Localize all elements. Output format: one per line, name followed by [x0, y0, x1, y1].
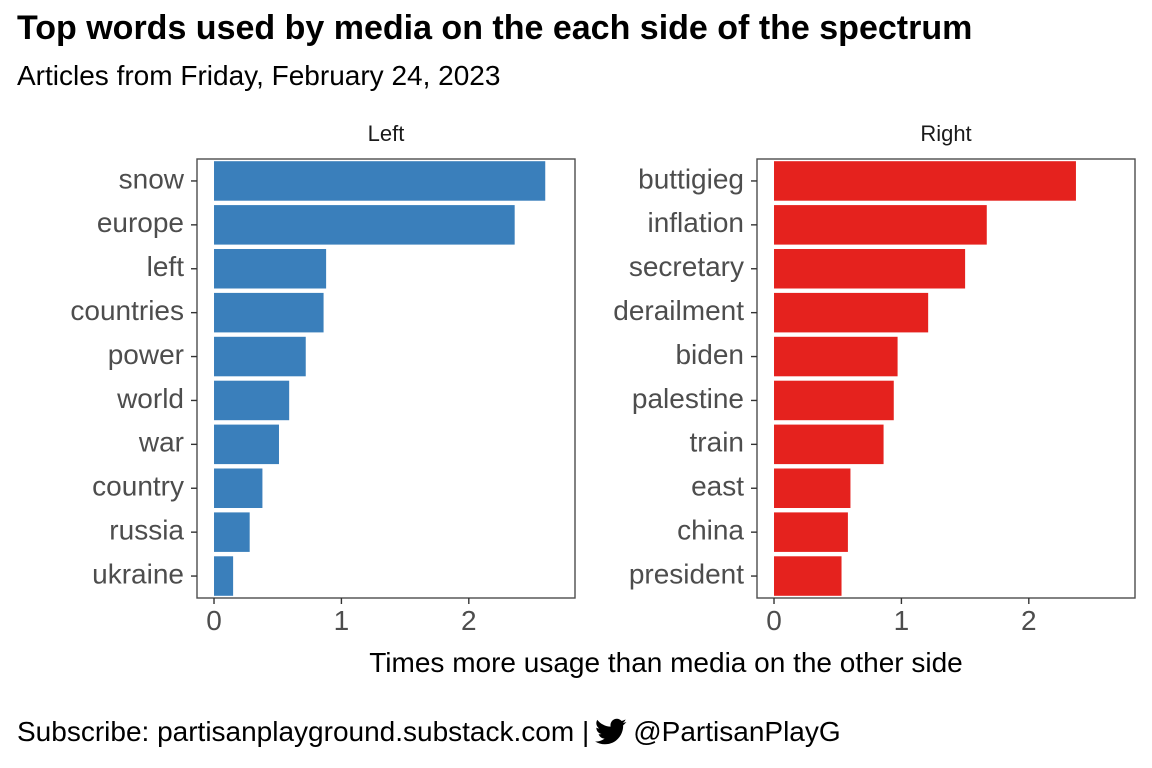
bar-country: [214, 468, 263, 509]
bar-palestine: [774, 380, 894, 421]
bar-east: [774, 468, 851, 509]
bar-snow: [214, 161, 546, 201]
bar-russia: [214, 512, 250, 552]
x-tick-label: 0: [206, 605, 222, 636]
y-tick-label: war: [138, 427, 184, 458]
x-tick-label: 2: [1021, 605, 1037, 636]
x-tick-label: 1: [334, 605, 350, 636]
y-tick-label: secretary: [629, 251, 744, 282]
caption: Subscribe: partisanplayground.substack.c…: [17, 716, 841, 748]
bar-train: [774, 424, 884, 465]
twitter-handle: @PartisanPlayG: [633, 716, 841, 747]
bar-world: [214, 380, 290, 421]
y-tick-label: ukraine: [92, 558, 184, 589]
y-tick-label: power: [108, 339, 184, 370]
y-tick-label: snow: [119, 163, 185, 194]
x-tick-label: 1: [894, 605, 910, 636]
y-tick-label: buttigieg: [638, 163, 744, 194]
panel-right: Right buttigieg inflation secretary derailme…: [613, 121, 1136, 636]
faceted-bar-chart: Left snow europe left countries power world war…: [70, 121, 1136, 678]
bar-president: [774, 556, 842, 596]
y-tick-label: president: [629, 558, 744, 589]
y-tick-label: biden: [675, 339, 744, 370]
subscribe-text: Subscribe: partisanplayground.substack.c…: [17, 716, 590, 747]
bar-inflation: [774, 205, 987, 245]
y-tick-label: inflation: [647, 207, 744, 238]
chart-subtitle: Articles from Friday, February 24, 2023: [17, 60, 501, 91]
x-tick-label: 0: [766, 605, 782, 636]
chart-title: Top words used by media on the each side…: [17, 9, 973, 47]
y-tick-label: world: [116, 383, 184, 414]
twitter-bird-icon: [595, 718, 627, 746]
y-tick-label: china: [677, 515, 744, 546]
bar-left: [214, 248, 327, 289]
x-tick-label: 2: [461, 605, 477, 636]
bar-derailment: [774, 292, 929, 333]
bar-china: [774, 512, 848, 552]
y-tick-label: countries: [70, 295, 184, 326]
y-tick-label: europe: [97, 207, 184, 238]
y-tick-label: palestine: [632, 383, 744, 414]
panel-border: [196, 158, 576, 599]
bar-biden: [774, 336, 898, 377]
y-tick-label: train: [690, 427, 744, 458]
y-tick-label: russia: [109, 515, 184, 546]
bar-ukraine: [214, 556, 234, 596]
bar-power: [214, 336, 306, 377]
y-tick-label: left: [147, 251, 185, 282]
bar-countries: [214, 292, 324, 333]
y-tick-label: east: [691, 471, 744, 502]
bar-war: [214, 424, 279, 465]
panel-left: Left snow europe left countries power world war…: [70, 121, 576, 636]
x-axis-label: Times more usage than media on the other…: [369, 647, 963, 678]
panel-strip-label: Right: [920, 121, 971, 146]
y-tick-label: country: [92, 471, 184, 502]
panel-strip-label: Left: [368, 121, 405, 146]
y-tick-label: derailment: [613, 295, 744, 326]
bar-secretary: [774, 248, 966, 289]
bar-europe: [214, 205, 515, 245]
bar-buttigieg: [774, 161, 1076, 201]
panel-border: [756, 158, 1136, 599]
